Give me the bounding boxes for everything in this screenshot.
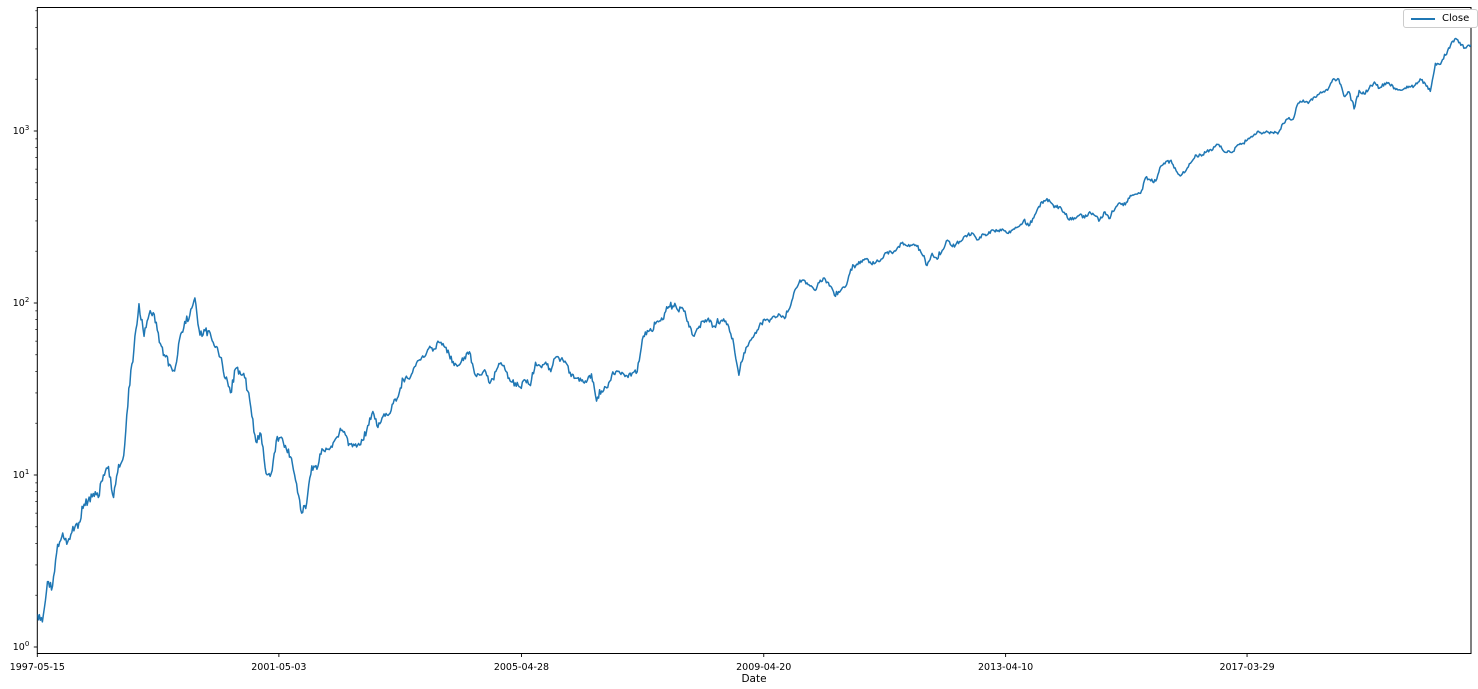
x-tick-label: 2009-04-20	[736, 662, 791, 673]
close-price-line	[37, 37, 1471, 623]
x-axis-title: Date	[741, 673, 767, 685]
x-tick-label: 2017-03-29	[1219, 662, 1274, 673]
y-tick-label: 101	[13, 468, 30, 481]
y-tick-label: 103	[13, 124, 30, 137]
x-tick-label: 2013-04-10	[978, 662, 1033, 673]
x-tick-label: 2005-04-28	[494, 662, 549, 673]
plot-border	[36, 7, 1472, 654]
y-tick-label: 102	[13, 296, 30, 309]
legend: Close	[1403, 9, 1478, 28]
legend-close-line-icon	[1411, 17, 1435, 20]
y-tick-label: 100	[13, 640, 30, 653]
legend-close-label: Close	[1442, 12, 1470, 24]
x-tick-label: 1997-05-15	[10, 662, 65, 673]
x-tick-label: 2001-05-03	[251, 662, 306, 673]
